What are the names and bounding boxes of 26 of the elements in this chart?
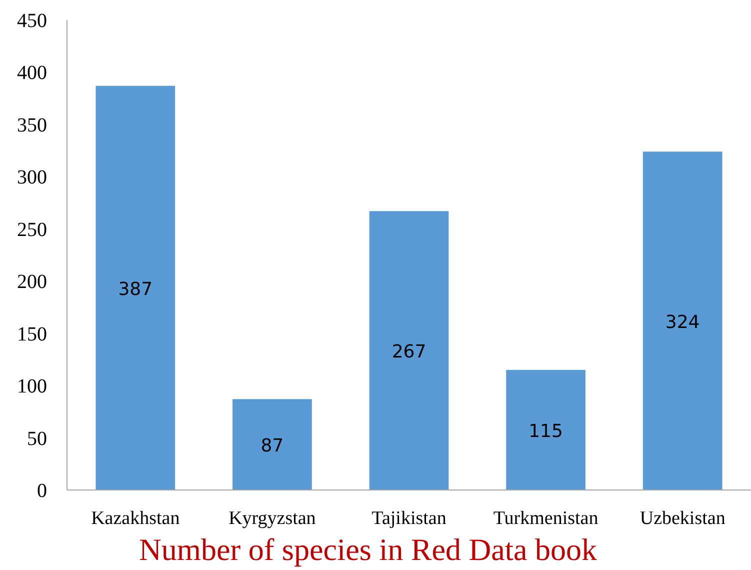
y-tick-label: 0 [37, 480, 47, 502]
y-tick-label: 100 [17, 376, 47, 398]
data-label: 324 [665, 312, 700, 333]
data-label: 387 [118, 278, 153, 300]
bar [232, 399, 312, 490]
bar [96, 86, 176, 490]
y-tick-label: 150 [17, 323, 47, 346]
bar [506, 370, 586, 490]
bar [642, 152, 722, 490]
y-tick-label: 300 [17, 166, 47, 189]
bar [369, 211, 449, 490]
y-tick-label: 200 [17, 271, 47, 294]
x-tick-label: Kazakhstan [91, 508, 180, 529]
x-tick-label: Kyrgyzstan [228, 508, 316, 529]
x-tick-label: Uzbekistan [640, 508, 726, 529]
x-tick-label: Turkmenistan [493, 508, 599, 529]
y-tick-label: 50 [27, 428, 47, 450]
y-tick-label: 400 [17, 62, 47, 84]
data-label: 115 [528, 420, 563, 442]
text: Number of species in Red Data book [139, 532, 598, 567]
data-label: 267 [392, 342, 426, 363]
data-label: 87 [260, 436, 284, 457]
y-tick-label: 450 [17, 10, 47, 32]
x-tick-label: Tajikistan [372, 508, 447, 529]
y-tick-label: 350 [17, 114, 47, 136]
y-tick-label: 250 [17, 218, 47, 241]
